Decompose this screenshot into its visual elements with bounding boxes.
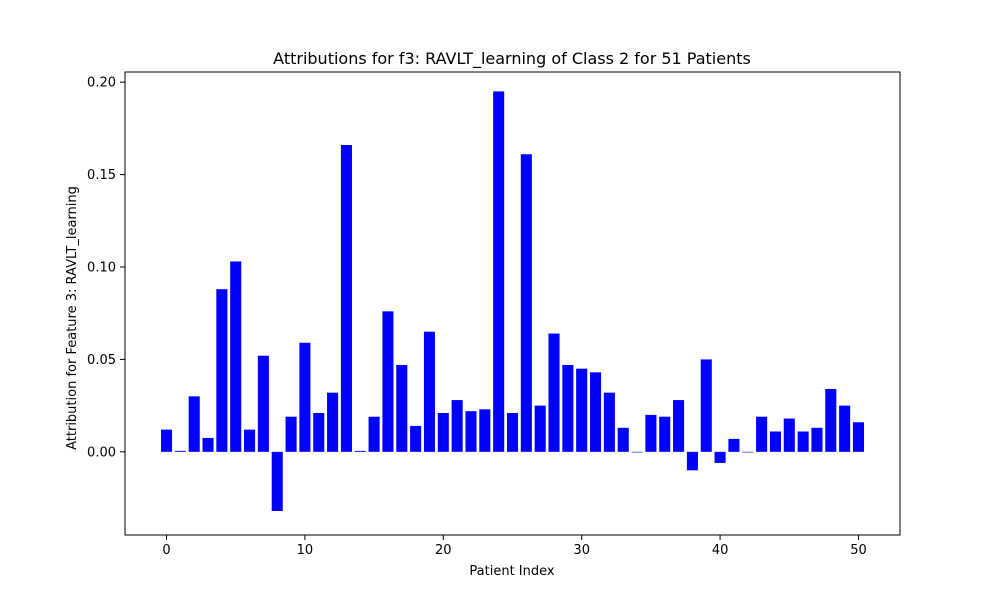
bar-40 bbox=[714, 451, 726, 463]
x-axis-title: Patient Index bbox=[469, 564, 554, 579]
y-tick-label: 0.05 bbox=[87, 353, 116, 368]
bar-50 bbox=[852, 422, 865, 452]
y-axis-title: Attribution for Feature 3: RAVLT_learnin… bbox=[65, 186, 80, 450]
bar-37 bbox=[673, 400, 685, 452]
bar-29 bbox=[562, 364, 574, 452]
bar-34 bbox=[631, 451, 643, 453]
x-tick-label: 50 bbox=[850, 543, 867, 558]
bar-3 bbox=[202, 437, 214, 452]
bar-1 bbox=[174, 450, 186, 452]
x-tick-label: 20 bbox=[435, 543, 452, 558]
bar-35 bbox=[645, 414, 657, 452]
bar-39 bbox=[700, 359, 712, 452]
bar-16 bbox=[382, 311, 394, 452]
bars-group bbox=[160, 91, 865, 511]
bar-13 bbox=[340, 145, 352, 452]
y-tick-label: 0.10 bbox=[87, 260, 116, 275]
bar-15 bbox=[368, 416, 380, 452]
bar-21 bbox=[451, 400, 463, 452]
bar-49 bbox=[839, 405, 851, 452]
y-tick-label: 0.00 bbox=[87, 445, 116, 460]
bar-11 bbox=[313, 413, 325, 452]
bar-46 bbox=[797, 431, 809, 452]
bar-6 bbox=[244, 429, 256, 452]
bar-30 bbox=[576, 368, 588, 452]
plot-frame bbox=[124, 71, 901, 536]
bar-33 bbox=[617, 427, 629, 452]
bar-10 bbox=[299, 342, 311, 452]
bar-8 bbox=[271, 451, 283, 511]
bar-12 bbox=[327, 392, 339, 452]
x-tick-label: 40 bbox=[712, 543, 729, 558]
bar-23 bbox=[479, 409, 491, 452]
bar-20 bbox=[437, 413, 449, 452]
bar-28 bbox=[548, 333, 560, 452]
bar-9 bbox=[285, 416, 297, 452]
bar-45 bbox=[783, 418, 795, 452]
bar-25 bbox=[506, 413, 519, 452]
bar-5 bbox=[230, 261, 242, 452]
bar-22 bbox=[465, 411, 477, 452]
bar-32 bbox=[603, 392, 615, 452]
bar-0 bbox=[160, 429, 173, 452]
bar-36 bbox=[659, 416, 671, 452]
y-tick-label: 0.20 bbox=[87, 76, 116, 91]
bar-26 bbox=[520, 154, 532, 452]
chart-title: Attributions for f3: RAVLT_learning of C… bbox=[273, 49, 751, 69]
y-tick-label: 0.15 bbox=[87, 168, 116, 183]
bar-24 bbox=[493, 91, 505, 452]
y-axis-ticks: 0.00 0.05 0.10 0.15 0.20 bbox=[87, 76, 125, 460]
bar-27 bbox=[534, 405, 546, 452]
bar-44 bbox=[769, 431, 781, 452]
bar-18 bbox=[410, 425, 422, 452]
bar-41 bbox=[728, 438, 740, 452]
x-tick-label: 30 bbox=[573, 543, 590, 558]
x-axis-ticks: 0 10 20 30 40 50 bbox=[162, 535, 867, 558]
bar-42 bbox=[742, 451, 754, 453]
bar-7 bbox=[257, 355, 269, 452]
bar-2 bbox=[188, 396, 200, 452]
bar-31 bbox=[590, 372, 602, 452]
bar-17 bbox=[396, 364, 408, 452]
bar-19 bbox=[423, 331, 435, 452]
bar-38 bbox=[686, 451, 698, 471]
bar-14 bbox=[354, 450, 366, 452]
bar-4 bbox=[216, 289, 228, 452]
bar-47 bbox=[811, 427, 823, 452]
x-tick-label: 10 bbox=[297, 543, 314, 558]
bar-48 bbox=[825, 388, 837, 452]
x-tick-label: 0 bbox=[162, 543, 170, 558]
bar-43 bbox=[756, 416, 768, 452]
